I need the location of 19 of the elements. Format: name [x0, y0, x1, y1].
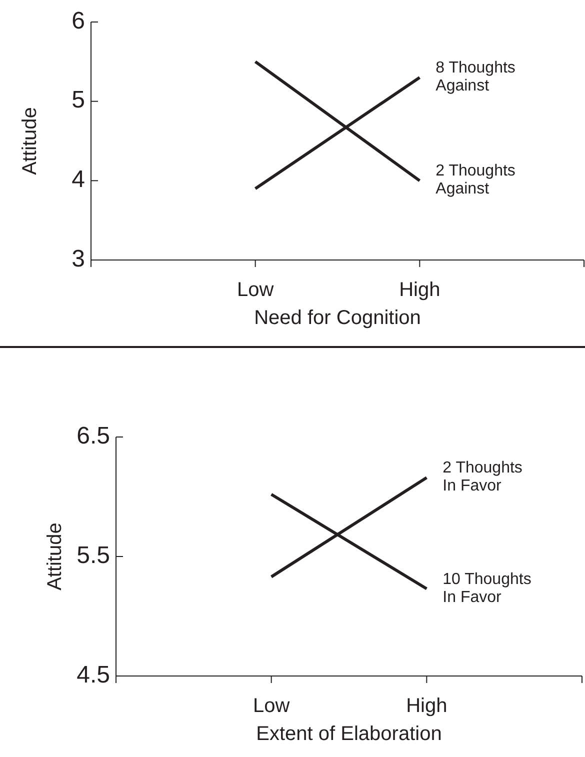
y-tick-label: 4.5 — [76, 661, 110, 688]
series-label: 2 Thoughts Against — [436, 162, 516, 198]
y-tick-label: 6 — [72, 7, 85, 34]
y-tick-label: 6.5 — [76, 422, 110, 450]
x-tick-label: High — [399, 279, 440, 301]
y-tick-label: 4 — [72, 166, 85, 194]
x-axis-title: Extent of Elaboration — [256, 723, 442, 745]
x-axis-title: Need for Cognition — [254, 307, 421, 329]
series-label: 2 Thoughts In Favor — [442, 460, 522, 495]
y-tick-label: 5.5 — [76, 542, 110, 569]
y-tick-label: 5 — [72, 86, 85, 114]
x-tick-label: High — [406, 695, 448, 717]
x-tick-label: Low — [252, 695, 290, 717]
y-tick-label: 3 — [72, 245, 85, 272]
x-tick-label: Low — [236, 279, 274, 301]
y-axis-title: Attitude — [44, 522, 66, 590]
series-label: 10 Thoughts In Favor — [442, 570, 532, 606]
series-label: 8 Thoughts Against — [436, 60, 516, 95]
y-axis-title: Attitude — [19, 107, 41, 175]
